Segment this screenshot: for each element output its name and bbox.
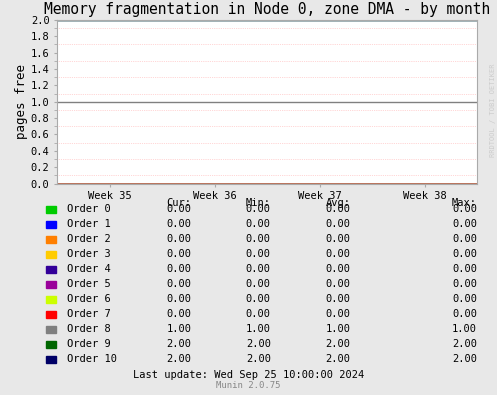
Text: Order 0: Order 0 xyxy=(67,204,111,214)
Text: 0.00: 0.00 xyxy=(246,264,271,275)
Text: 0.00: 0.00 xyxy=(452,249,477,260)
Text: 1.00: 1.00 xyxy=(326,324,350,335)
Text: 0.00: 0.00 xyxy=(452,294,477,305)
Text: Cur:: Cur: xyxy=(166,198,191,207)
Text: 0.00: 0.00 xyxy=(326,279,350,290)
Text: 0.00: 0.00 xyxy=(452,309,477,320)
Text: RRDTOOL / TOBI OETIKER: RRDTOOL / TOBI OETIKER xyxy=(490,64,496,157)
Text: 2.00: 2.00 xyxy=(326,339,350,350)
Text: Min:: Min: xyxy=(246,198,271,207)
Text: 0.00: 0.00 xyxy=(326,249,350,260)
Text: 0.00: 0.00 xyxy=(166,309,191,320)
Text: 0.00: 0.00 xyxy=(326,264,350,275)
Text: 0.00: 0.00 xyxy=(166,219,191,229)
Text: Order 5: Order 5 xyxy=(67,279,111,290)
Text: 0.00: 0.00 xyxy=(326,309,350,320)
Text: Order 10: Order 10 xyxy=(67,354,117,365)
Text: 0.00: 0.00 xyxy=(246,279,271,290)
Text: 2.00: 2.00 xyxy=(166,354,191,365)
Title: Memory fragmentation in Node 0, zone DMA - by month: Memory fragmentation in Node 0, zone DMA… xyxy=(44,2,490,17)
Text: 0.00: 0.00 xyxy=(166,204,191,214)
Text: 0.00: 0.00 xyxy=(166,279,191,290)
Text: 0.00: 0.00 xyxy=(246,234,271,245)
Text: Order 3: Order 3 xyxy=(67,249,111,260)
Text: 2.00: 2.00 xyxy=(452,354,477,365)
Text: 0.00: 0.00 xyxy=(246,204,271,214)
Text: 0.00: 0.00 xyxy=(452,279,477,290)
Text: 1.00: 1.00 xyxy=(166,324,191,335)
Text: 0.00: 0.00 xyxy=(326,234,350,245)
Text: Munin 2.0.75: Munin 2.0.75 xyxy=(216,381,281,390)
Text: Order 1: Order 1 xyxy=(67,219,111,229)
Text: 2.00: 2.00 xyxy=(452,339,477,350)
Text: 2.00: 2.00 xyxy=(166,339,191,350)
Text: 0.00: 0.00 xyxy=(326,219,350,229)
Text: 0.00: 0.00 xyxy=(246,309,271,320)
Text: 0.00: 0.00 xyxy=(166,249,191,260)
Text: 2.00: 2.00 xyxy=(246,354,271,365)
Text: Order 6: Order 6 xyxy=(67,294,111,305)
Text: Order 4: Order 4 xyxy=(67,264,111,275)
Text: 1.00: 1.00 xyxy=(452,324,477,335)
Text: 0.00: 0.00 xyxy=(452,234,477,245)
Text: Order 9: Order 9 xyxy=(67,339,111,350)
Text: 0.00: 0.00 xyxy=(246,219,271,229)
Text: Last update: Wed Sep 25 10:00:00 2024: Last update: Wed Sep 25 10:00:00 2024 xyxy=(133,371,364,380)
Text: 1.00: 1.00 xyxy=(246,324,271,335)
Text: Order 7: Order 7 xyxy=(67,309,111,320)
Text: Avg:: Avg: xyxy=(326,198,350,207)
Text: 0.00: 0.00 xyxy=(452,204,477,214)
Text: 0.00: 0.00 xyxy=(246,249,271,260)
Text: 0.00: 0.00 xyxy=(452,264,477,275)
Text: Order 8: Order 8 xyxy=(67,324,111,335)
Text: Order 2: Order 2 xyxy=(67,234,111,245)
Text: 0.00: 0.00 xyxy=(166,294,191,305)
Y-axis label: pages free: pages free xyxy=(15,64,28,139)
Text: 0.00: 0.00 xyxy=(452,219,477,229)
Text: 0.00: 0.00 xyxy=(326,294,350,305)
Text: 0.00: 0.00 xyxy=(166,234,191,245)
Text: 2.00: 2.00 xyxy=(326,354,350,365)
Text: Max:: Max: xyxy=(452,198,477,207)
Text: 2.00: 2.00 xyxy=(246,339,271,350)
Text: 0.00: 0.00 xyxy=(326,204,350,214)
Text: 0.00: 0.00 xyxy=(166,264,191,275)
Text: 0.00: 0.00 xyxy=(246,294,271,305)
